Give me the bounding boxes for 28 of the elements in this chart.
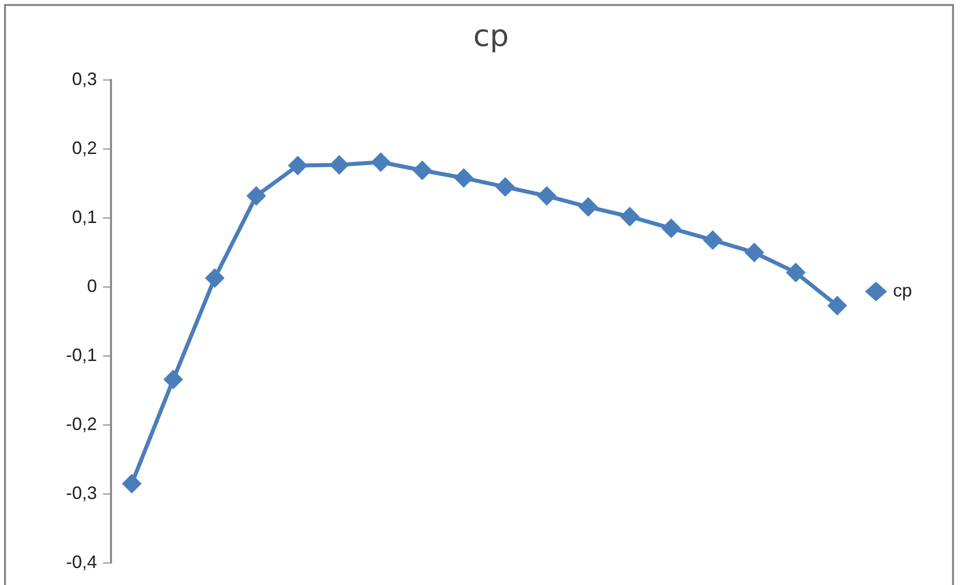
y-tick-label: -0,1 [66, 344, 98, 365]
point [454, 168, 473, 187]
point [206, 269, 224, 288]
point [164, 370, 182, 388]
y-tick-label: 0 [87, 276, 98, 296]
point [372, 153, 390, 172]
point [620, 208, 639, 226]
point [786, 264, 805, 282]
y-tick-label: -0,2 [66, 414, 98, 434]
chart-title: cp [473, 18, 509, 54]
point [662, 219, 680, 238]
y-tick-label: 0,2 [72, 138, 98, 158]
point [330, 156, 348, 174]
y-tick-label: 0,3 [72, 68, 98, 89]
y-tick-label: -0,3 [66, 482, 98, 503]
point [496, 178, 514, 196]
point [122, 474, 141, 493]
point [828, 296, 846, 315]
y-tick-label: -0,4 [66, 552, 98, 572]
point [704, 231, 722, 250]
point [413, 161, 432, 180]
point [745, 244, 764, 262]
point [288, 156, 307, 175]
point [538, 186, 556, 205]
point [579, 198, 598, 216]
legend-label: cp [892, 280, 912, 300]
y-tick-label: 0,1 [72, 206, 98, 227]
point [247, 186, 266, 205]
